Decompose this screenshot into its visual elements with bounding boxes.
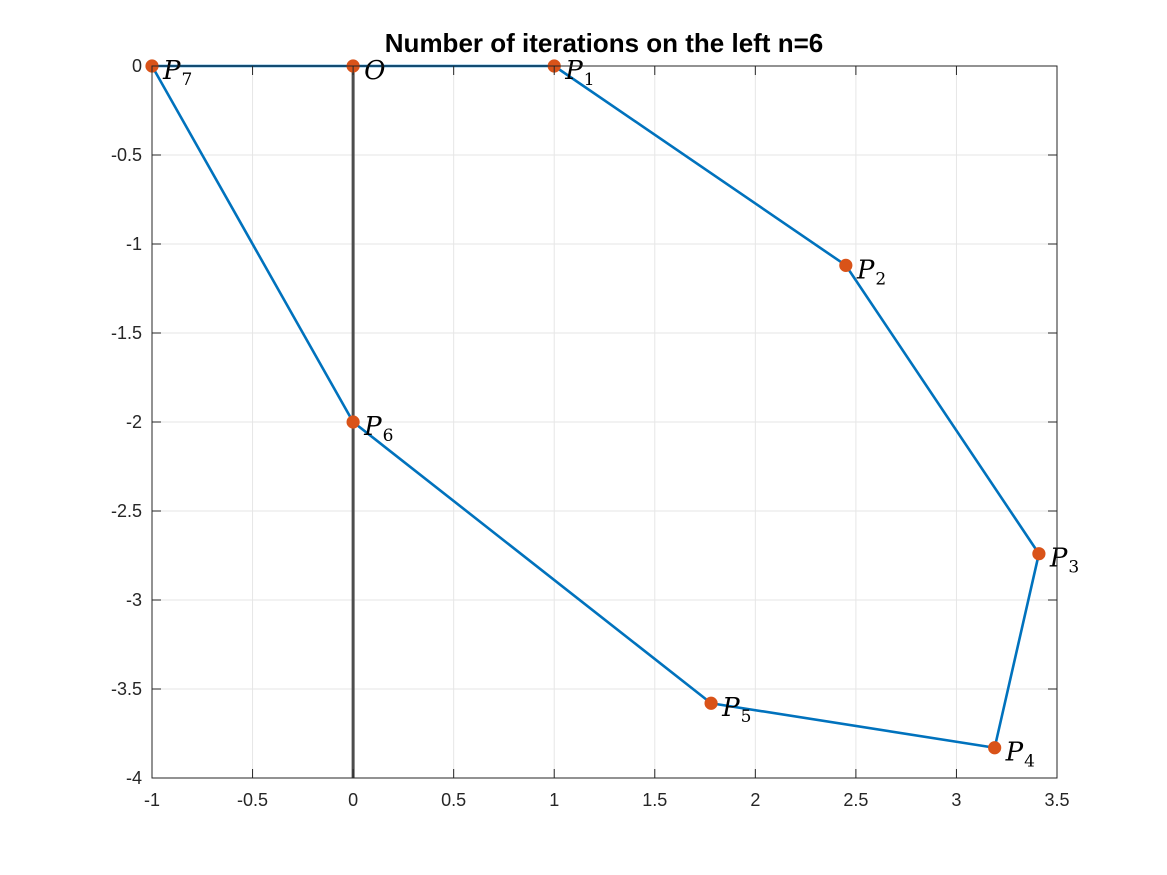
y-tick-label: -0.5 — [111, 145, 142, 165]
point-label: P5 — [721, 693, 751, 727]
data-point-marker — [346, 415, 360, 429]
point-label-subscript: 5 — [741, 707, 752, 727]
x-tick-label: 2.5 — [843, 790, 868, 810]
point-label-subscript: 7 — [182, 70, 193, 90]
point-label-subscript: 2 — [875, 269, 886, 289]
axis-ticks: -1 -0.5 0 0.5 1 1.5 2 2.5 3 3.5 0 -0.5 -1 -1.5 -2 -2.5 -… — [111, 56, 1070, 810]
point-label: P3 — [1049, 544, 1079, 578]
data-point-marker — [1032, 547, 1046, 561]
point-label-subscript: 6 — [383, 426, 394, 446]
point-label: P6 — [363, 412, 393, 446]
point-label-text: P — [856, 255, 875, 285]
x-tick-label: 2 — [750, 790, 760, 810]
y-tick-label: -3.5 — [111, 679, 142, 699]
point-label-subscript: 3 — [1068, 558, 1079, 578]
point-label-text: P — [721, 693, 740, 723]
point-label: P7 — [162, 56, 192, 90]
x-tick-label: 0 — [348, 790, 358, 810]
point-label: P2 — [856, 255, 886, 289]
point-label-text: P — [1005, 738, 1024, 768]
x-tick-label: 3 — [951, 790, 961, 810]
point-label-text: P — [564, 56, 583, 86]
y-tick-label: -3 — [126, 590, 142, 610]
data-point-marker — [704, 696, 718, 710]
x-tick-label: 0.5 — [441, 790, 466, 810]
chart-title: Number of iterations on the left n=6 — [385, 28, 823, 58]
y-tick-label: -1.5 — [111, 323, 142, 343]
point-label-subscript: 1 — [584, 70, 595, 90]
y-tick-label: -2.5 — [111, 501, 142, 521]
point-label: O — [364, 56, 385, 86]
x-tick-label: 1.5 — [642, 790, 667, 810]
point-label-text: O — [364, 56, 385, 86]
point-label-text: P — [162, 56, 181, 86]
y-tick-label: -1 — [126, 234, 142, 254]
point-label-text: P — [1049, 544, 1068, 574]
y-tick-label: 0 — [132, 56, 142, 76]
data-point-marker — [839, 258, 853, 272]
x-tick-label: -1 — [144, 790, 160, 810]
y-tick-label: -2 — [126, 412, 142, 432]
x-tick-label: 3.5 — [1044, 790, 1069, 810]
point-label-text: P — [363, 412, 382, 442]
point-label: P1 — [564, 56, 594, 90]
data-point-marker — [988, 741, 1002, 755]
x-tick-label: 1 — [549, 790, 559, 810]
point-label-subscript: 4 — [1024, 752, 1035, 772]
point-label: P4 — [1005, 738, 1035, 772]
x-tick-label: -0.5 — [237, 790, 268, 810]
y-tick-label: -4 — [126, 768, 142, 788]
